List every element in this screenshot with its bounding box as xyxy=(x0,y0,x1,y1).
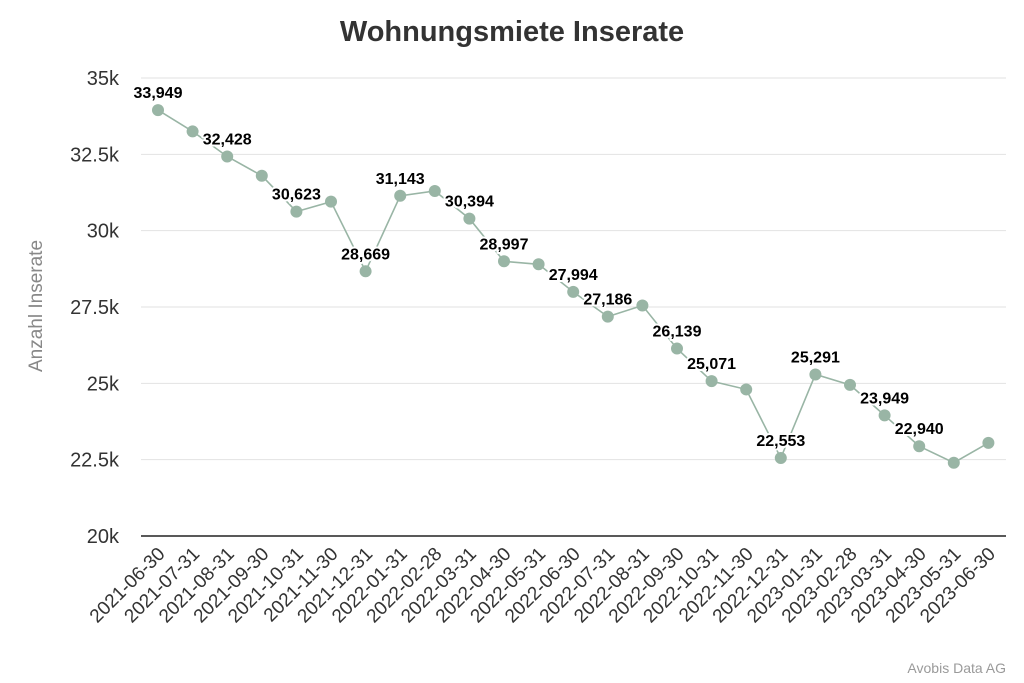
y-tick-label: 35k xyxy=(87,68,120,90)
data-point xyxy=(947,456,960,469)
data-point xyxy=(290,205,303,218)
data-label: 25,291 xyxy=(791,349,840,366)
source-credit: Avobis Data AG xyxy=(907,660,1006,676)
y-tick-label: 22.5k xyxy=(70,450,120,472)
data-point xyxy=(809,368,822,381)
data-point xyxy=(532,258,545,271)
data-point xyxy=(152,104,164,117)
data-label: 25,071 xyxy=(687,356,736,373)
data-point xyxy=(740,383,753,396)
data-label: 31,143 xyxy=(376,171,425,188)
data-point xyxy=(186,125,199,138)
data-label: 30,394 xyxy=(445,194,494,211)
data-labels: 33,949 32,428 30,623 28,669 31,143 30,394 28,9… xyxy=(132,83,946,452)
gridlines xyxy=(141,77,1006,537)
data-point xyxy=(567,285,580,298)
y-tick-label: 32.5k xyxy=(70,144,120,166)
data-point xyxy=(325,195,337,208)
data-label: 28,997 xyxy=(480,236,529,253)
data-label: 33,949 xyxy=(134,85,183,102)
data-point xyxy=(705,375,718,388)
y-axis-label: Anzahl Inserate xyxy=(26,240,47,372)
y-tick-label: 25k xyxy=(87,373,120,395)
data-point xyxy=(394,189,407,202)
data-label: 23,949 xyxy=(860,390,909,407)
data-point xyxy=(428,184,441,197)
y-tick-label: 30k xyxy=(87,221,120,243)
data-label: 30,623 xyxy=(272,187,321,204)
data-point xyxy=(498,255,510,268)
data-point xyxy=(359,265,372,278)
chart-title: Wohnungsmiete Inserate xyxy=(340,16,684,48)
y-tick-label: 27.5k xyxy=(70,297,120,319)
data-point xyxy=(601,310,614,323)
data-point xyxy=(636,299,649,312)
data-point xyxy=(255,169,268,182)
data-point xyxy=(913,440,926,453)
data-point xyxy=(774,452,787,465)
data-point xyxy=(982,436,995,449)
data-label: 27,994 xyxy=(549,267,598,284)
data-point xyxy=(878,409,891,422)
data-label: 26,139 xyxy=(653,324,702,341)
data-point xyxy=(844,378,856,391)
y-axis-ticks: 20k 22.5k 25k 27.5k 30k 32.5k 35k xyxy=(70,68,120,548)
data-label: 27,186 xyxy=(583,292,632,309)
y-tick-label: 20k xyxy=(87,526,120,548)
data-points xyxy=(152,104,995,469)
data-label: 32,428 xyxy=(203,132,252,149)
data-point xyxy=(221,150,234,163)
x-axis-ticks: 2021-06-302021-07-312021-08-312021-09-30… xyxy=(86,544,1000,628)
data-point xyxy=(463,212,476,225)
data-label: 28,669 xyxy=(341,246,390,263)
data-point xyxy=(671,342,683,355)
data-label: 22,553 xyxy=(756,433,805,450)
data-label: 22,940 xyxy=(895,421,944,438)
